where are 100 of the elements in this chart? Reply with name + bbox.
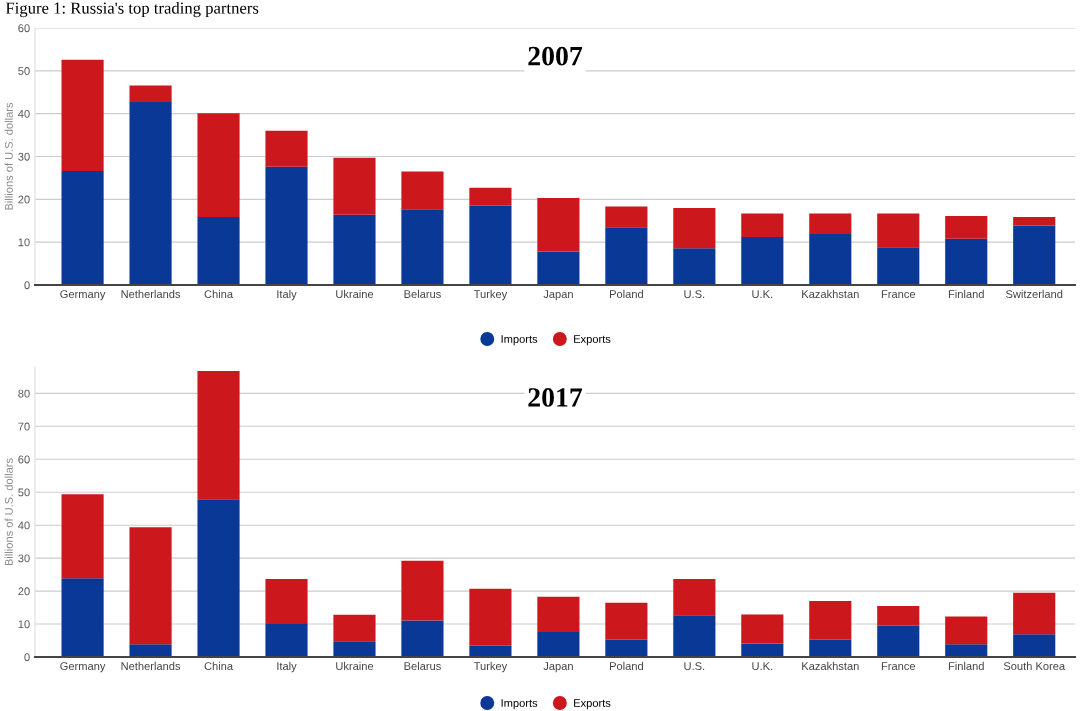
bar [605,639,648,657]
x-tick-label: France [881,290,916,299]
bar [877,605,920,626]
y-tick-label: 70 [18,422,30,431]
x-tick-label: Poland [609,661,643,671]
y-tick-label: 50 [18,488,30,497]
bar [877,625,920,657]
bar [537,251,580,285]
y-tick-label: 20 [18,587,30,596]
text: 2007 [528,46,583,66]
bar [61,494,104,579]
bar [265,624,308,657]
x-tick-label: South Korea [1003,661,1066,671]
y-tick-label: 0 [24,281,30,290]
legend-label: Exports [574,335,611,346]
bar [741,614,784,644]
x-tick-label: Ukraine [336,661,374,671]
bar [673,248,716,285]
bar [877,247,920,285]
y-tick-label: 80 [18,389,30,398]
bar [401,620,444,657]
x-tick-label: Switzerland [1006,289,1063,299]
bar [265,166,308,285]
x-tick-label: China [204,661,234,671]
bar [265,578,308,625]
y-tick-label: 30 [18,152,30,161]
y-tick-label: 60 [18,24,30,33]
bar [401,171,444,210]
bar [129,527,172,645]
bar [537,596,580,632]
x-tick-label: Japan [543,662,573,673]
bar [673,578,716,616]
bar [197,216,240,285]
bar [333,214,376,285]
bar [809,639,852,657]
bar [129,85,172,103]
bar [741,643,784,657]
x-tick-label: Belarus [404,661,441,671]
bar [537,198,580,252]
bar [945,616,988,645]
bar [605,602,648,640]
bar [877,213,920,248]
x-tick-label: U.S. [684,290,705,299]
x-tick-label: China [204,289,234,299]
legend-label: Imports [501,335,538,346]
bar [741,237,784,285]
y-axis-title: Billions of U.S. dollars [4,102,13,210]
bar [809,213,852,235]
x-tick-label: Kazakhstan [802,661,859,671]
bar [809,234,852,285]
x-tick-label: U.K. [752,662,773,671]
x-tick-label: Italy [277,661,297,673]
x-tick-label: Finland [948,289,984,299]
bar [945,644,988,657]
bar [1013,592,1056,635]
bar [265,130,308,167]
x-tick-label: Germany [60,290,106,301]
bar [741,213,784,238]
bar [1013,225,1056,285]
bar [129,644,172,657]
bar [61,59,104,172]
text: 2017 [528,388,583,407]
x-tick-label: Italy [277,289,297,301]
x-tick-label: Kazakhstan [802,289,859,299]
legend-label: Exports [574,699,611,710]
bar [401,209,444,285]
y-axis-title: Billions of U.S. dollars [4,458,13,566]
x-tick-label: Turkey [473,289,508,301]
x-tick-label: Netherlands [121,289,181,299]
y-tick-label: 50 [18,67,30,75]
caption: Figure 1: Russia's top trading partners [5,2,259,18]
y-tick-label: 0 [24,653,30,662]
x-tick-label: Netherlands [121,661,181,671]
x-tick-label: U.S. [684,662,705,671]
bar [945,238,988,285]
bar [673,615,716,657]
legend-label: Imports [501,699,538,710]
bar [129,102,172,285]
y-tick-label: 60 [18,455,30,464]
bar [333,614,376,642]
y-tick-label: 40 [18,521,30,530]
x-tick-label: Japan [543,290,573,301]
bar [61,578,104,657]
bar [1013,216,1056,226]
bar [809,600,852,640]
bar [61,171,104,285]
y-tick-label: 10 [18,620,30,629]
bar [605,227,648,285]
bar [1013,634,1056,657]
y-tick-label: 10 [18,238,30,247]
bar [605,206,648,228]
bar [401,560,444,621]
x-tick-label: Finland [948,661,984,671]
y-tick-label: 20 [18,195,30,204]
bar [197,370,240,500]
bar [333,157,376,215]
bar [537,631,580,657]
x-tick-label: Germany [60,662,106,673]
bar [197,113,240,217]
x-tick-label: Turkey [473,661,508,673]
